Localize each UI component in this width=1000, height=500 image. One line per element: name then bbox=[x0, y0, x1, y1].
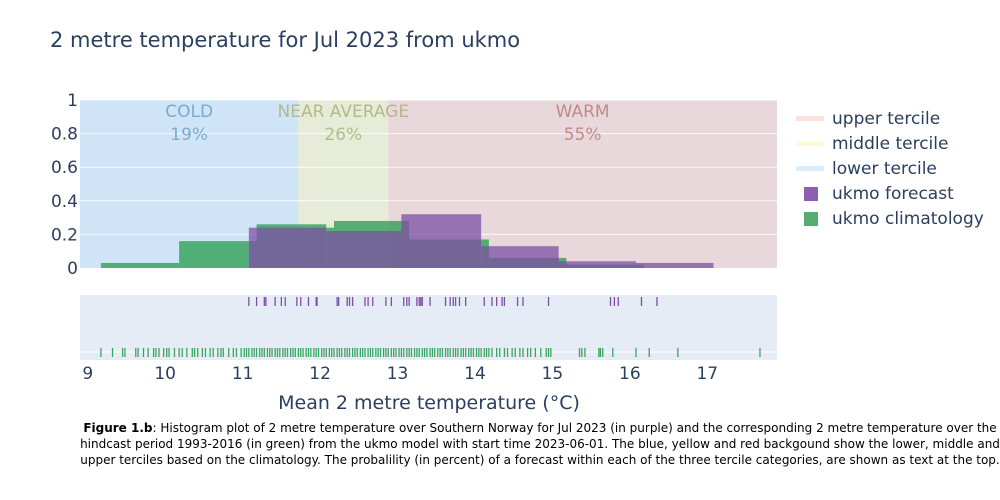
legend-item[interactable]: ukmo climatology bbox=[796, 206, 984, 231]
legend-swatch bbox=[804, 186, 818, 201]
legend-item[interactable]: lower tercile bbox=[796, 156, 984, 181]
legend-item[interactable]: upper tercile bbox=[796, 106, 984, 131]
tercile-percent-warm: 55% bbox=[564, 125, 602, 145]
y-tick-label: 0 bbox=[67, 259, 78, 279]
forecast-bar bbox=[401, 214, 482, 268]
x-tick-label: 11 bbox=[232, 364, 254, 384]
legend-item[interactable]: ukmo forecast bbox=[796, 181, 984, 206]
histogram-bars bbox=[100, 214, 714, 268]
x-tick-label: 17 bbox=[696, 364, 718, 384]
climatology-bar bbox=[179, 241, 249, 268]
forecast-bar bbox=[248, 227, 327, 268]
tercile-percent-cold: 19% bbox=[170, 125, 208, 145]
x-tick-label: 14 bbox=[464, 364, 486, 384]
legend-item[interactable]: middle tercile bbox=[796, 131, 984, 156]
legend-swatch bbox=[804, 211, 818, 226]
caption-text-1: : Histogram plot of 2 metre temperature … bbox=[152, 421, 997, 435]
x-tick-label: 9 bbox=[82, 364, 93, 384]
forecast-bar bbox=[558, 261, 637, 268]
legend-label: upper tercile bbox=[832, 108, 941, 129]
y-tick-label: 1 bbox=[67, 91, 78, 111]
chart-title: 2 metre temperature for Jul 2023 from uk… bbox=[50, 28, 521, 52]
tercile-labels: COLD 19% NEAR AVERAGE 26% WARM 55% bbox=[165, 102, 609, 145]
forecast-bar bbox=[326, 231, 402, 268]
rug-background bbox=[80, 295, 777, 360]
legend-swatch bbox=[796, 116, 824, 121]
legend-swatch bbox=[796, 141, 824, 146]
tercile-label-near-average: NEAR AVERAGE bbox=[278, 102, 410, 122]
x-tick-label: 16 bbox=[619, 364, 641, 384]
legend-label: ukmo climatology bbox=[832, 208, 984, 229]
caption-line-1: Figure 1.b: Histogram plot of 2 metre te… bbox=[80, 420, 1000, 436]
tercile-percent-near-average: 26% bbox=[324, 125, 362, 145]
figure-caption: Figure 1.b: Histogram plot of 2 metre te… bbox=[80, 420, 1000, 468]
climatology-bar bbox=[100, 262, 180, 268]
caption-figure-label: Figure 1.b bbox=[83, 421, 153, 435]
x-tick-label: 13 bbox=[387, 364, 409, 384]
y-axis-ticks: 0 0.2 0.4 0.6 0.8 1 bbox=[51, 91, 78, 279]
legend-label: lower tercile bbox=[832, 158, 937, 179]
y-tick-label: 0.6 bbox=[51, 158, 78, 178]
y-tick-label: 0.8 bbox=[51, 125, 78, 145]
caption-line-2: hindcast period 1993-2016 (in green) fro… bbox=[80, 437, 1000, 451]
x-tick-label: 12 bbox=[309, 364, 331, 384]
x-axis-ticks: 9 10 11 12 13 14 15 16 17 bbox=[82, 364, 718, 384]
y-tick-label: 0.4 bbox=[51, 192, 78, 212]
x-axis-label: Mean 2 metre temperature (°C) bbox=[278, 392, 580, 414]
rug-panel bbox=[80, 295, 777, 360]
tercile-label-warm: WARM bbox=[556, 102, 610, 122]
legend-label: middle tercile bbox=[832, 133, 949, 154]
tercile-label-cold: COLD bbox=[165, 102, 213, 122]
y-tick-label: 0.2 bbox=[51, 225, 78, 245]
x-tick-label: 15 bbox=[542, 364, 564, 384]
legend-swatch bbox=[796, 166, 824, 171]
x-tick-label: 10 bbox=[154, 364, 176, 384]
forecast-bar bbox=[636, 262, 714, 268]
caption-line-3: upper terciles based on the climatology.… bbox=[80, 453, 1000, 467]
forecast-bar bbox=[481, 246, 559, 268]
legend-label: ukmo forecast bbox=[832, 183, 954, 204]
legend: upper tercile middle tercile lower tercile… bbox=[796, 106, 984, 231]
